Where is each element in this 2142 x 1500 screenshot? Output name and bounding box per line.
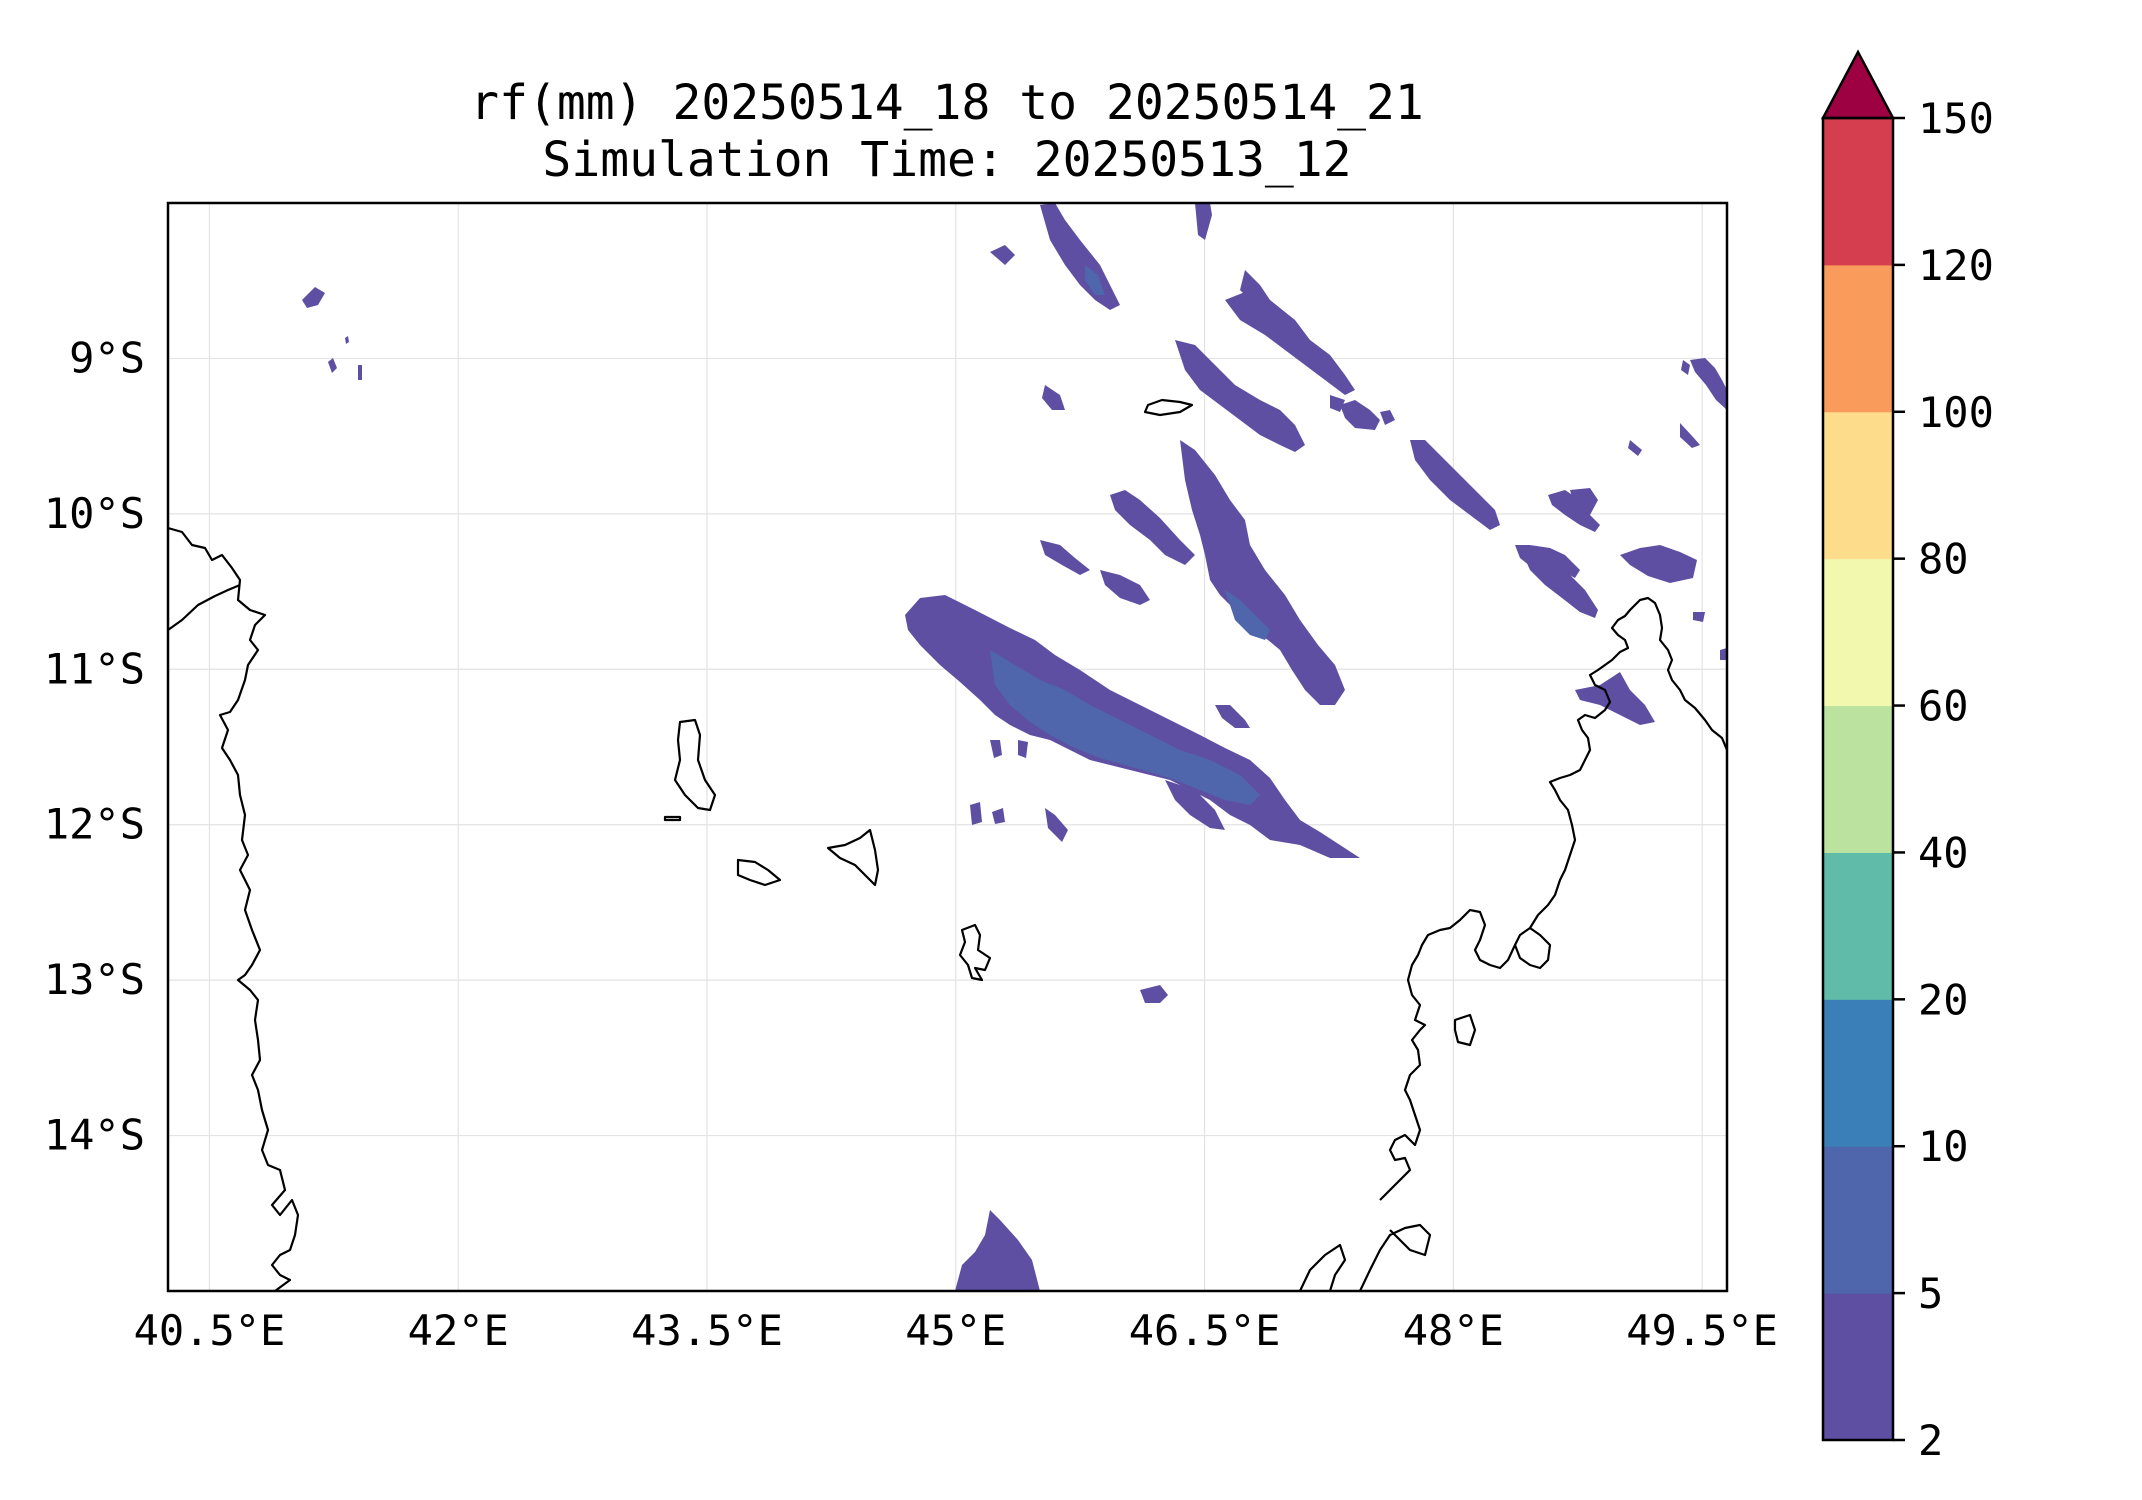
rain-core-ne [1085,265,1105,295]
africa-coastline [168,526,300,1291]
colorbar-tick-label: 40 [1918,828,1969,877]
colorbar-tick-label: 80 [1918,535,1969,584]
rain-area-south [955,1210,1040,1291]
rain-blob-e5 [1720,648,1727,660]
rain-band-ne-5 [1410,440,1500,530]
lon-tick-label: 42°E [408,1306,509,1355]
island-anjouan [826,828,880,887]
lat-tick-label: 10°S [44,489,145,538]
lat-tick-label: 13°S [44,955,145,1004]
rain-blob-n3 [1240,270,1270,305]
rain-band-ne-2 [1225,290,1355,395]
lat-tick-label: 12°S [44,800,145,849]
rain-band-east-4 [1570,488,1598,515]
lon-tick-label: 40.5°E [134,1306,286,1355]
colorbar-tick-label: 100 [1918,388,1994,437]
rain-blob-e4 [1693,612,1705,622]
madagascar-bay [1513,927,1552,970]
rain-blob-e3 [1680,423,1700,448]
rain-blob-c5 [992,808,1005,824]
island-grande-comore [673,718,717,812]
rain-blob-c1 [1215,705,1250,728]
rain-band-spur-2 [1040,540,1090,575]
lat-tick-label: 14°S [44,1111,145,1160]
rain-band-east-3 [1620,545,1697,583]
rain-band-north-central [1180,440,1345,705]
rain-band-central-spur [1165,780,1225,830]
rain-blob-c6 [1045,808,1068,842]
colorbar: 2 5 10 20 40 60 80 100 120 150 [1820,49,1994,1465]
colorbar-tick-label: 120 [1918,241,1994,290]
island-mayotte [958,923,992,982]
lon-tick-label: 46.5°E [1129,1306,1281,1355]
island-moheli [736,858,782,887]
map-title-line-1: rf(mm) 20250514_18 to 20250514_21 [470,75,1424,131]
madagascar-coastline [1299,596,1727,1291]
colorbar-tick-label: 10 [1918,1122,1969,1171]
colorbar-segment [1823,411,1893,560]
rain-blob-n4 [1330,395,1345,412]
island-glorioso [1143,398,1194,417]
rain-blob-n1 [990,245,1015,265]
colorbar-tick-label: 20 [1918,975,1969,1024]
rain-band-spur-3 [1100,570,1150,605]
colorbar-segment [1823,852,1893,1000]
colorbar-tick-label: 150 [1918,94,1994,143]
rain-band-far-east [1690,358,1727,410]
rain-blob-n6 [1380,410,1395,425]
rain-band-spur-1 [1110,490,1195,565]
rainfall-field [302,203,1727,1291]
rain-band-east-7 [1520,548,1590,612]
coastlines [168,398,1727,1291]
colorbar-segment [1823,1293,1893,1441]
rain-blob-w4 [345,336,349,344]
lat-tick-label: 9°S [69,333,145,382]
colorbar-tick-label: 2 [1918,1416,1943,1465]
colorbar-tick-label: 5 [1918,1269,1943,1318]
rain-blob-e2 [1628,440,1642,456]
colorbar-segment [1823,999,1893,1147]
colorbar-frame [1821,116,1895,1442]
island-tiny-nosy-be [1453,1013,1477,1047]
map-frame [166,201,1729,1293]
longitude-tick-labels: 40.5°E 42°E 43.5°E 45°E 46.5°E 48°E 49.5°E [134,1306,1778,1355]
colorbar-segment [1823,1146,1893,1294]
rain-core-north-central [1225,590,1270,640]
rain-blob-n2 [1195,203,1212,240]
rain-band-east-6 [1575,672,1655,725]
rain-blob-w2 [328,358,337,373]
colorbar-extend-arrow [1820,49,1896,120]
colorbar-segment [1823,705,1893,853]
lat-tick-label: 11°S [44,644,145,693]
rain-band-ne-1 [1175,340,1305,452]
latitude-tick-labels: 9°S 10°S 11°S 12°S 13°S 14°S [44,333,145,1159]
island-tiny-west [663,815,682,822]
rain-blob-c2 [990,740,1002,758]
map-title-line-2: Simulation Time: 20250513_12 [542,132,1352,188]
rain-band-east-2 [1548,490,1600,532]
lon-tick-label: 48°E [1403,1306,1504,1355]
africa-coastline-north [168,583,241,631]
rain-blob-c4 [970,802,982,825]
map-area [168,203,1727,1291]
rain-band-ne-4 [1340,400,1380,430]
rain-core-central [990,650,1260,805]
lon-tick-label: 43.5°E [631,1306,783,1355]
lon-tick-label: 45°E [905,1306,1006,1355]
rain-blob-n5 [1042,385,1065,410]
rain-blob-c7 [1140,985,1168,1003]
rain-blob-c3 [1018,740,1028,758]
colorbar-tick-label: 60 [1918,682,1969,731]
colorbar-segment [1823,558,1893,707]
rain-blob-w1 [302,287,325,308]
rain-blob-e1 [1681,360,1690,375]
rain-blob-w3 [358,365,362,380]
lon-tick-label: 49.5°E [1626,1306,1778,1355]
colorbar-segment [1823,264,1893,413]
colorbar-segment [1823,118,1893,266]
